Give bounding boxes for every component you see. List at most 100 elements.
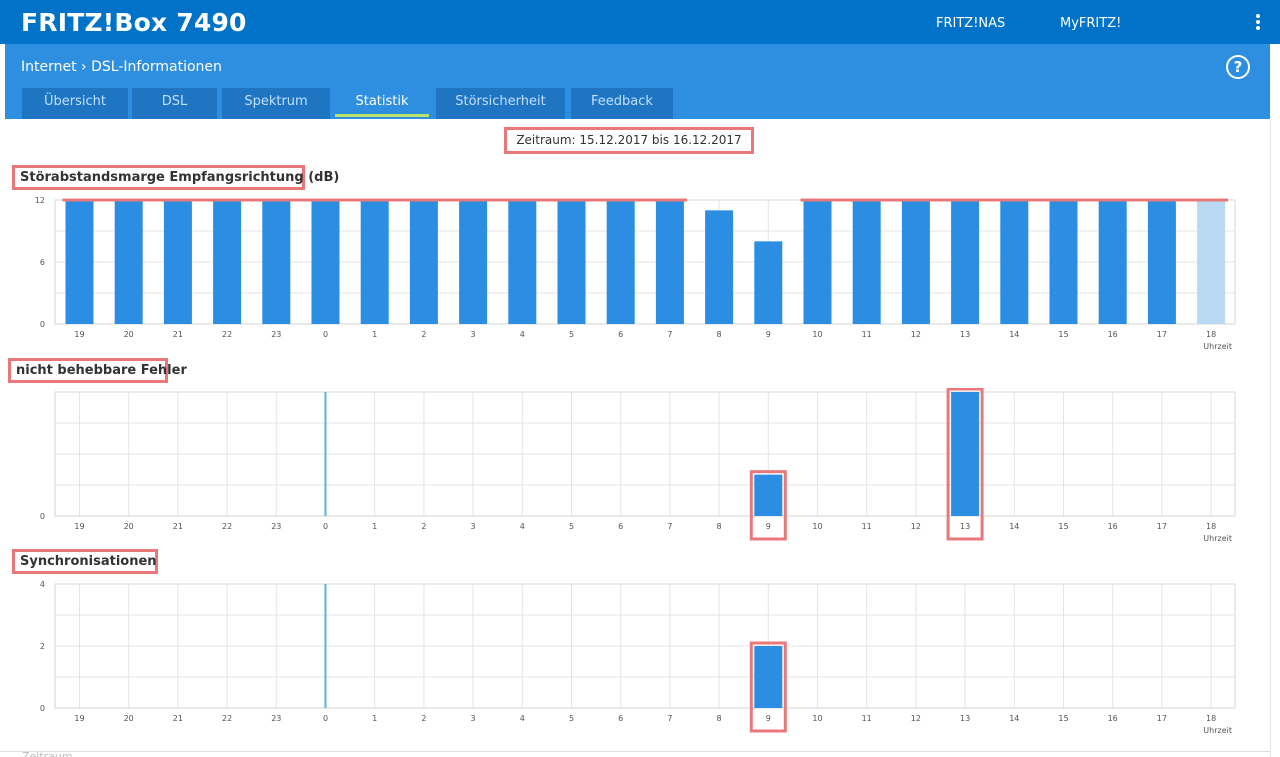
bar-9 (754, 646, 783, 708)
x-tick-label: 9 (766, 330, 771, 339)
chart2-title: nicht behebbare Fehler (16, 363, 187, 378)
sub-header: Internet › DSL-Informationen ? Übersicht… (5, 44, 1270, 119)
x-tick-label: 13 (960, 522, 970, 531)
y-tick-label: 2 (40, 642, 45, 651)
bar-7 (655, 200, 684, 324)
question-circle-icon[interactable]: ? (1226, 55, 1250, 79)
x-tick-label: 8 (717, 522, 722, 531)
x-tick-label: 15 (1058, 522, 1068, 531)
myfritz-link[interactable]: MyFRITZ! (1060, 16, 1122, 31)
bar-21 (163, 200, 192, 324)
bar-16 (1098, 200, 1127, 324)
bar-0 (311, 200, 340, 324)
bar-14 (1000, 200, 1029, 324)
x-tick-label: 16 (1108, 714, 1118, 723)
x-tick-label: 3 (471, 330, 476, 339)
x-tick-label: 13 (960, 330, 970, 339)
x-tick-label: 3 (471, 714, 476, 723)
x-tick-label: 5 (569, 330, 574, 339)
top-bar: FRITZ!Box 7490 FRITZ!NAS MyFRITZ! (0, 0, 1280, 44)
x-tick-label: 23 (271, 522, 281, 531)
breadcrumb-internet[interactable]: Internet (21, 59, 77, 75)
uncorrectable-errors-chart: 19 20 21 22 23 0 1 2 3 4 5 6 7 8 9 10 11 12 13 14 15 16 17 180U… (40, 388, 1236, 543)
chevron-right-icon: › (81, 59, 87, 75)
x-tick-label: 21 (173, 714, 183, 723)
chart1-title-highlight (12, 165, 305, 190)
y-tick-label: 12 (35, 196, 45, 205)
x-tick-label: 18 (1206, 330, 1216, 339)
x-tick-label: 14 (1009, 330, 1019, 339)
x-tick-label: 22 (222, 330, 232, 339)
x-tick-label: 5 (569, 522, 574, 531)
x-tick-label: 20 (124, 714, 134, 723)
snr-margin-chart: 19 20 21 22 23 0 1 2 3 4 5 6 7 8 9 10 11 12 13 14 15 16 17 1806… (35, 196, 1236, 351)
x-tick-label: 7 (667, 714, 672, 723)
x-tick-label: 0 (323, 330, 328, 339)
x-tick-label: 17 (1157, 714, 1167, 723)
x-tick-label: 17 (1157, 522, 1167, 531)
x-tick-label: 2 (421, 522, 426, 531)
x-tick-label: 0 (323, 522, 328, 531)
x-tick-label: 7 (667, 522, 672, 531)
period-label: Zeitraum: 15.12.2017 bis 16.12.2017 (504, 127, 754, 154)
x-tick-label: 8 (717, 330, 722, 339)
bar-highlight-13 (946, 388, 984, 541)
x-tick-label: 8 (717, 714, 722, 723)
x-tick-label: 11 (862, 714, 872, 723)
bar-9 (754, 241, 783, 324)
y-tick-label: 0 (40, 512, 45, 521)
tab-spektrum[interactable]: Spektrum (222, 88, 330, 119)
bar-23 (262, 200, 291, 324)
vertical-dots-icon[interactable] (1254, 14, 1262, 32)
y-tick-label: 6 (40, 258, 45, 267)
x-tick-label: 2 (421, 330, 426, 339)
x-tick-label: 11 (862, 330, 872, 339)
x-tick-label: 18 (1206, 714, 1216, 723)
x-tick-label: 15 (1058, 714, 1068, 723)
bar-6 (606, 200, 635, 324)
x-tick-label: 21 (173, 522, 183, 531)
x-tick-label: 2 (421, 714, 426, 723)
synchronisations-chart: 19 20 21 22 23 0 1 2 3 4 5 6 7 8 9 10 11 12 13 14 15 16 17 1802… (40, 580, 1236, 735)
x-tick-label: 14 (1009, 522, 1019, 531)
bar-1 (360, 200, 389, 324)
bar-11 (852, 200, 881, 324)
tab-feedback[interactable]: Feedback (571, 88, 673, 119)
bar-8 (705, 210, 734, 324)
x-tick-label: 22 (222, 714, 232, 723)
x-tick-label: 19 (74, 522, 84, 531)
bar-4 (508, 200, 537, 324)
x-tick-label: 10 (812, 522, 822, 531)
brand-title: FRITZ!Box 7490 (21, 8, 247, 37)
x-tick-label: 10 (812, 330, 822, 339)
x-tick-label: 16 (1108, 522, 1118, 531)
fritznas-link[interactable]: FRITZ!NAS (936, 16, 1006, 31)
tab-uebersicht[interactable]: Übersicht (22, 88, 128, 119)
x-tick-label: 12 (911, 714, 921, 723)
x-tick-label: 1 (372, 714, 377, 723)
tab-stoersicherheit[interactable]: Störsicherheit (436, 88, 565, 119)
breadcrumb: Internet › DSL-Informationen (21, 59, 222, 75)
bar-9 (754, 474, 783, 516)
bar-18 (1197, 200, 1226, 324)
x-tick-label: 19 (74, 330, 84, 339)
x-tick-label: 18 (1206, 522, 1216, 531)
x-tick-label: 15 (1058, 330, 1068, 339)
footer-period-label: Zeitraum (22, 752, 73, 757)
bar-20 (114, 200, 143, 324)
tab-statistik[interactable]: Statistik (335, 88, 429, 119)
x-tick-label: 23 (271, 714, 281, 723)
y-tick-label: 0 (40, 320, 45, 329)
bar-17 (1147, 200, 1176, 324)
bar-5 (557, 200, 586, 324)
bar-13 (951, 392, 980, 516)
bar-highlight-9 (749, 641, 787, 733)
content-border (1270, 119, 1271, 757)
x-tick-label: 17 (1157, 330, 1167, 339)
x-tick-label: 14 (1009, 714, 1019, 723)
tab-dsl[interactable]: DSL (132, 88, 217, 119)
chart2-title-highlight (8, 358, 168, 383)
x-tick-label: 4 (520, 522, 525, 531)
bar-2 (409, 200, 438, 324)
x-tick-label: 13 (960, 714, 970, 723)
